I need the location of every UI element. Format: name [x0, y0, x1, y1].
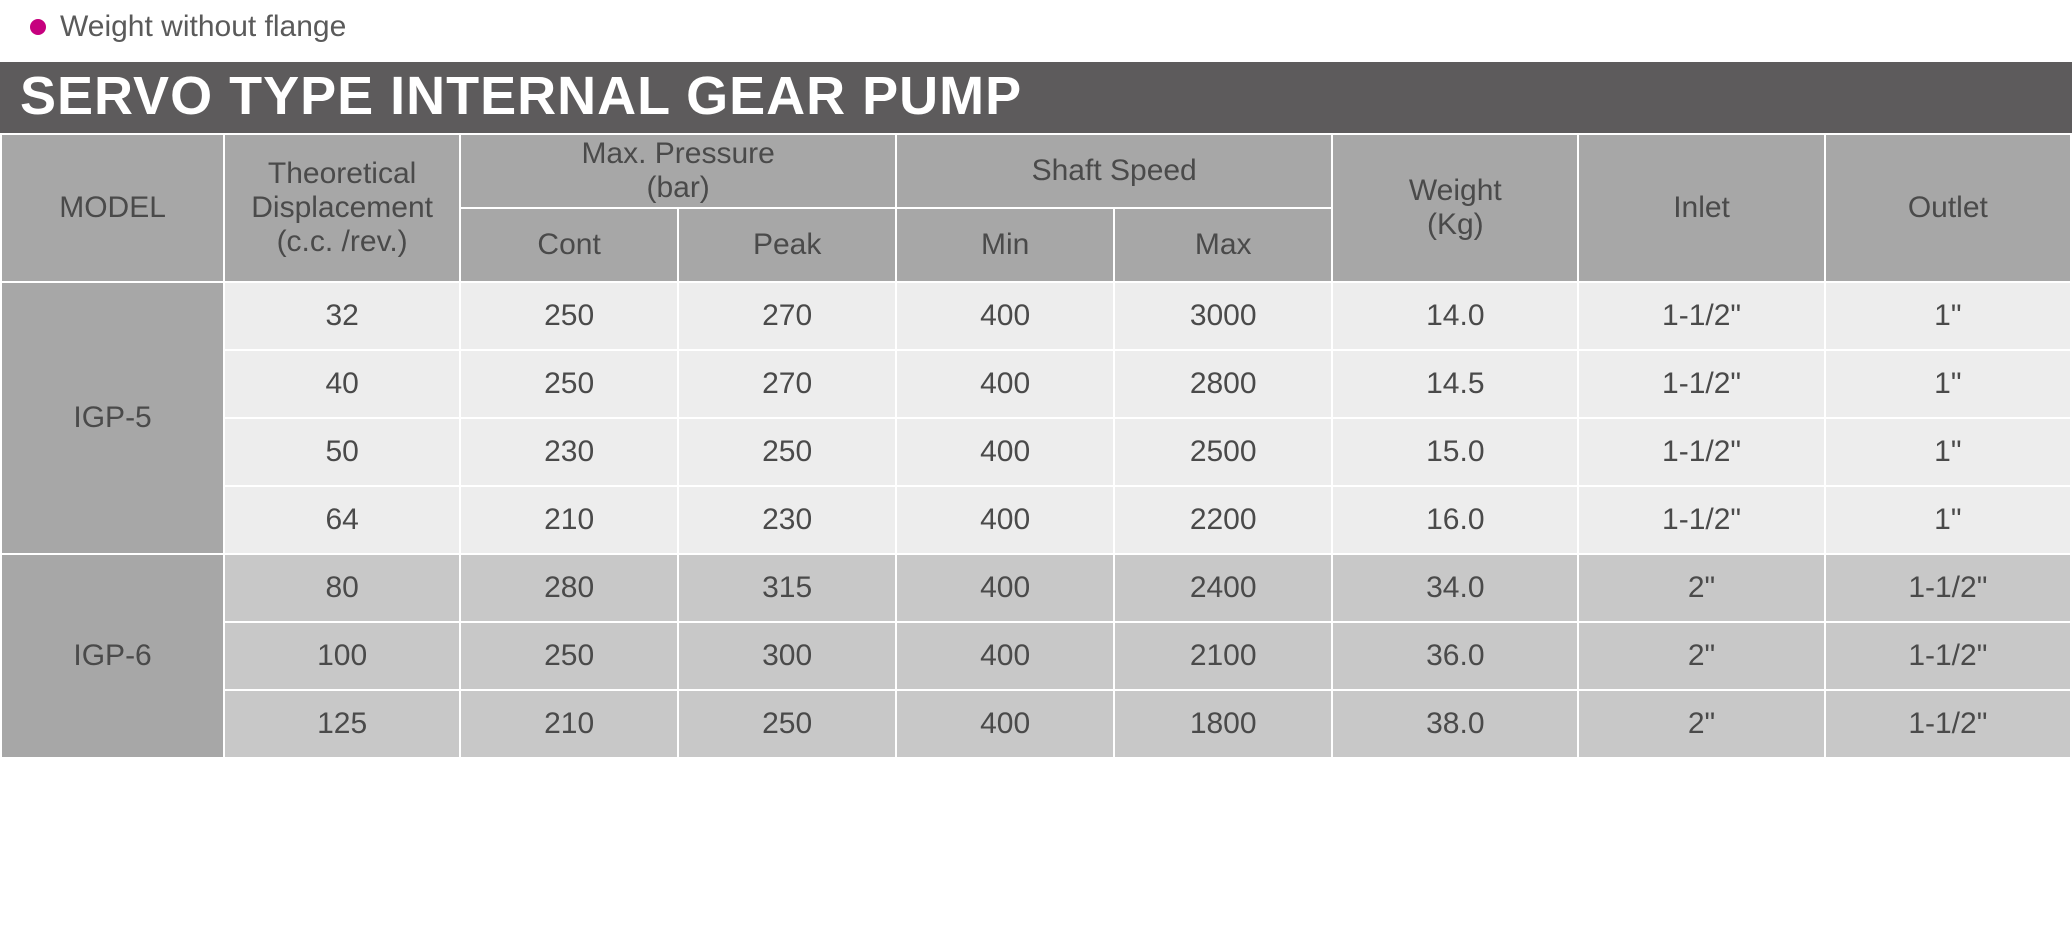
- inlet-cell: 1-1/2": [1578, 282, 1824, 350]
- model-cell: IGP-5: [1, 282, 224, 554]
- displacement-cell: 50: [224, 418, 460, 486]
- cont-cell: 210: [460, 486, 678, 554]
- inlet-cell: 2": [1578, 554, 1824, 622]
- note-line: Weight without flange: [0, 0, 2072, 62]
- max-cell: 2800: [1114, 350, 1332, 418]
- col-shaft: Shaft Speed: [896, 134, 1332, 208]
- table-body: IGP-532250270400300014.01-1/2"1"40250270…: [1, 282, 2071, 758]
- cont-cell: 230: [460, 418, 678, 486]
- peak-cell: 250: [678, 690, 896, 758]
- table-row: IGP-680280315400240034.02"1-1/2": [1, 554, 2071, 622]
- bullet-icon: [30, 19, 46, 35]
- col-inlet: Inlet: [1578, 134, 1824, 282]
- cont-cell: 250: [460, 622, 678, 690]
- displacement-cell: 40: [224, 350, 460, 418]
- displacement-cell: 125: [224, 690, 460, 758]
- inlet-cell: 1-1/2": [1578, 486, 1824, 554]
- inlet-cell: 1-1/2": [1578, 418, 1824, 486]
- table-row: 50230250400250015.01-1/2"1": [1, 418, 2071, 486]
- disp-l1: Theoretical: [268, 157, 416, 190]
- peak-cell: 270: [678, 282, 896, 350]
- col-weight: Weight (Kg): [1332, 134, 1578, 282]
- outlet-cell: 1-1/2": [1825, 554, 2071, 622]
- col-outlet: Outlet: [1825, 134, 2071, 282]
- min-cell: 400: [896, 282, 1114, 350]
- max-cell: 3000: [1114, 282, 1332, 350]
- cont-cell: 210: [460, 690, 678, 758]
- outlet-cell: 1-1/2": [1825, 622, 2071, 690]
- col-cont: Cont: [460, 208, 678, 282]
- disp-l3: (c.c. /rev.): [277, 225, 408, 258]
- min-cell: 400: [896, 622, 1114, 690]
- col-max: Max: [1114, 208, 1332, 282]
- min-cell: 400: [896, 690, 1114, 758]
- inlet-cell: 1-1/2": [1578, 350, 1824, 418]
- weight-cell: 15.0: [1332, 418, 1578, 486]
- cont-cell: 280: [460, 554, 678, 622]
- outlet-cell: 1-1/2": [1825, 690, 2071, 758]
- max-cell: 2400: [1114, 554, 1332, 622]
- displacement-cell: 32: [224, 282, 460, 350]
- cont-cell: 250: [460, 350, 678, 418]
- peak-cell: 250: [678, 418, 896, 486]
- spec-table: MODEL Theoretical Displacement (c.c. /re…: [0, 133, 2072, 759]
- peak-cell: 300: [678, 622, 896, 690]
- weight-l1: Weight: [1409, 174, 1502, 207]
- model-cell: IGP-6: [1, 554, 224, 758]
- peak-cell: 230: [678, 486, 896, 554]
- min-cell: 400: [896, 486, 1114, 554]
- table-row: 125210250400180038.02"1-1/2": [1, 690, 2071, 758]
- outlet-cell: 1": [1825, 282, 2071, 350]
- max-cell: 1800: [1114, 690, 1332, 758]
- displacement-cell: 64: [224, 486, 460, 554]
- min-cell: 400: [896, 418, 1114, 486]
- weight-cell: 14.5: [1332, 350, 1578, 418]
- min-cell: 400: [896, 350, 1114, 418]
- peak-cell: 270: [678, 350, 896, 418]
- col-peak: Peak: [678, 208, 896, 282]
- inlet-cell: 2": [1578, 690, 1824, 758]
- weight-cell: 16.0: [1332, 486, 1578, 554]
- col-model: MODEL: [1, 134, 224, 282]
- table-row: 40250270400280014.51-1/2"1": [1, 350, 2071, 418]
- section-title: SERVO TYPE INTERNAL GEAR PUMP: [0, 62, 2072, 133]
- note-text: Weight without flange: [60, 10, 346, 44]
- outlet-cell: 1": [1825, 350, 2071, 418]
- table-head: MODEL Theoretical Displacement (c.c. /re…: [1, 134, 2071, 282]
- outlet-cell: 1": [1825, 418, 2071, 486]
- weight-cell: 34.0: [1332, 554, 1578, 622]
- table-row: 100250300400210036.02"1-1/2": [1, 622, 2071, 690]
- weight-cell: 14.0: [1332, 282, 1578, 350]
- col-pressure: Max. Pressure (bar): [460, 134, 896, 208]
- pressure-l2: (bar): [646, 171, 709, 204]
- cont-cell: 250: [460, 282, 678, 350]
- displacement-cell: 80: [224, 554, 460, 622]
- max-cell: 2200: [1114, 486, 1332, 554]
- weight-cell: 36.0: [1332, 622, 1578, 690]
- min-cell: 400: [896, 554, 1114, 622]
- page: Weight without flange SERVO TYPE INTERNA…: [0, 0, 2072, 759]
- weight-cell: 38.0: [1332, 690, 1578, 758]
- col-min: Min: [896, 208, 1114, 282]
- table-row: IGP-532250270400300014.01-1/2"1": [1, 282, 2071, 350]
- max-cell: 2500: [1114, 418, 1332, 486]
- displacement-cell: 100: [224, 622, 460, 690]
- outlet-cell: 1": [1825, 486, 2071, 554]
- inlet-cell: 2": [1578, 622, 1824, 690]
- peak-cell: 315: [678, 554, 896, 622]
- max-cell: 2100: [1114, 622, 1332, 690]
- weight-l2: (Kg): [1427, 208, 1484, 241]
- pressure-l1: Max. Pressure: [581, 137, 774, 170]
- disp-l2: Displacement: [251, 191, 433, 224]
- table-row: 64210230400220016.01-1/2"1": [1, 486, 2071, 554]
- col-displacement: Theoretical Displacement (c.c. /rev.): [224, 134, 460, 282]
